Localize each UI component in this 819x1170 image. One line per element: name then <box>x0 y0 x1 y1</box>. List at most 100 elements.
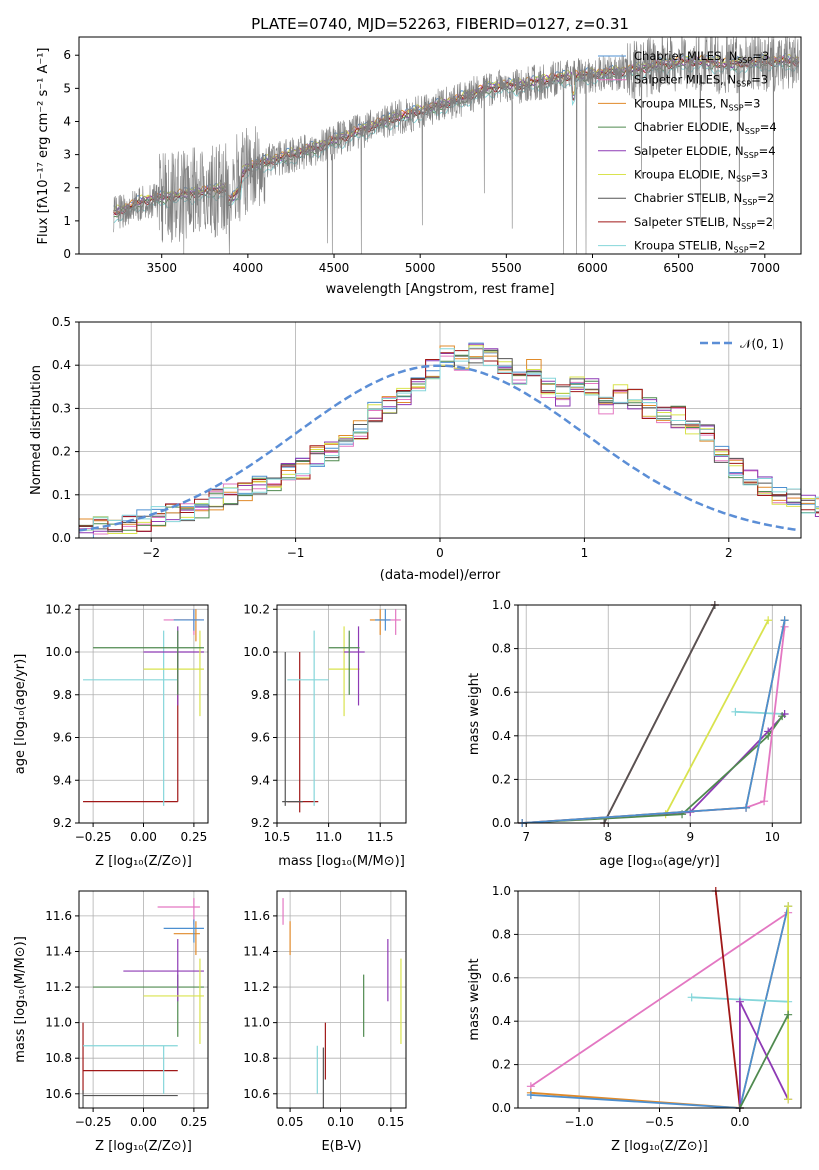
x-tick-label: 6000 <box>577 261 608 275</box>
y-tick-label: 10.8 <box>45 1051 72 1065</box>
data-spectrum-line <box>113 36 800 255</box>
weight-marker <box>784 1095 793 1104</box>
y-tick-label: 0.4 <box>492 1014 511 1028</box>
y-tick-label: 5 <box>63 81 71 95</box>
y-axis-label: mass weight <box>467 673 482 755</box>
histogram-legend-label: 𝒩(0, 1) <box>740 337 784 351</box>
histogram-y-ticks: 0.0 0.1 0.2 0.3 0.4 0.5 <box>52 315 79 545</box>
weight-line <box>739 1014 789 1109</box>
y-tick-label: 0.2 <box>492 772 511 786</box>
y-tick-label: 0 <box>63 247 71 261</box>
x-tick-label: 10.5 <box>264 830 291 844</box>
y-tick-label: 6 <box>63 48 71 62</box>
x-axis-label: Z [log₁₀(Z/Z⊙)] <box>95 854 192 869</box>
y-tick-label: 10.2 <box>45 602 72 616</box>
legend-label: Kroupa STELIB, NSSP=2 <box>634 239 765 255</box>
plot-area <box>277 891 406 1108</box>
y-axis-label: age [log₁₀(age/yr)] <box>13 654 28 775</box>
x-tick-label: 5500 <box>491 261 522 275</box>
y-tick-label: 0.5 <box>52 315 71 329</box>
weight-marker <box>778 712 787 721</box>
x-tick-label: 11.5 <box>367 830 394 844</box>
spectrum-ylabel: Flux [fλ10⁻¹⁷ erg cm⁻² s⁻¹ A⁻¹] <box>36 48 51 245</box>
y-tick-label: 11.2 <box>45 980 72 994</box>
weight-line <box>664 619 769 815</box>
plot-content <box>82 898 204 1108</box>
x-axis-label: Z [log₁₀(Z/Z⊙)] <box>95 1139 192 1154</box>
y-tick-label: 1 <box>63 214 71 228</box>
weight-marker <box>742 803 751 812</box>
x-tick-label: −2 <box>142 546 160 560</box>
panel-mass-vs-ebv: 0.05 0.10 0.15 10.6 10.8 11.0 11.2 11.4 11.6 E(B-… <box>243 890 407 1154</box>
x-tick-label: 0.05 <box>277 1115 304 1129</box>
weight-marker <box>784 1010 793 1019</box>
spectrum-y-ticks: 0 1 2 3 4 5 6 <box>63 48 79 261</box>
plot-frame <box>517 604 802 824</box>
x-tick-label: 4000 <box>233 261 264 275</box>
weight-marker <box>764 731 773 740</box>
x-tick-label: 1 <box>581 546 589 560</box>
weight-line <box>603 604 716 824</box>
x-tick-label: 4500 <box>319 261 350 275</box>
plot-content <box>83 609 204 806</box>
y-tick-label: 10.6 <box>243 1087 270 1101</box>
panel-weight-vs-age: 7 8 9 10 0.0 0.2 0.4 0.6 0.8 1.0 age [log₁₀(age/yr… <box>467 598 802 869</box>
histogram-xlabel: (data-model)/error <box>380 568 501 583</box>
figure-title: PLATE=0740, MJD=52263, FIBERID=0127, z=0… <box>251 15 629 33</box>
x-tick-label: 0.00 <box>130 830 157 844</box>
x-tick-label: 5000 <box>405 261 436 275</box>
x-tick-label: 2 <box>725 546 733 560</box>
weight-line <box>522 715 783 824</box>
legend-label: Chabrier STELIB, NSSP=2 <box>634 191 774 207</box>
y-tick-label: 11.2 <box>243 980 270 994</box>
plot-frame <box>276 890 407 1109</box>
legend-label: Salpeter STELIB, NSSP=2 <box>634 215 773 231</box>
y-axis-label: mass [log₁₀(M/M⊙)] <box>13 936 28 1063</box>
spectrum-legend: Chabrier MILES, NSSP=3 Salpeter MILES, NS… <box>598 49 777 255</box>
y-tick-label: 11.6 <box>45 909 72 923</box>
x-tick-label: 0.00 <box>130 1115 157 1129</box>
x-tick-label: −1 <box>287 546 305 560</box>
legend-label: Chabrier ELODIE, NSSP=4 <box>634 120 777 136</box>
plot-area <box>277 605 406 823</box>
x-axis-label: mass [log₁₀(M/M⊙)] <box>278 854 405 869</box>
panel-age-vs-Z: −0.25 0.00 0.25 9.2 9.4 9.6 9.8 10.0 10.2 Z [log₁… <box>13 602 209 869</box>
y-tick-label: 0.4 <box>52 358 71 372</box>
legend-label: Chabrier MILES, NSSP=3 <box>634 49 769 65</box>
y-tick-label: 11.4 <box>45 944 72 958</box>
y-tick-label: 0.0 <box>492 816 511 830</box>
x-axis-label: age [log₁₀(age/yr)] <box>599 854 720 869</box>
histogram-ylabel: Normed distribution <box>29 365 44 495</box>
y-tick-label: 0.2 <box>52 445 71 459</box>
y-tick-label: 9.6 <box>251 731 270 745</box>
x-tick-label: 3500 <box>146 261 177 275</box>
x-tick-label: 6500 <box>663 261 694 275</box>
x-axis-label: Z [log₁₀(Z/Z⊙)] <box>611 1139 708 1154</box>
y-tick-label: 0.8 <box>492 642 511 656</box>
y-tick-label: 9.2 <box>251 816 270 830</box>
x-tick-label: 9 <box>686 830 694 844</box>
y-tick-label: 2 <box>63 181 71 195</box>
spectrum-x-ticks: 3500 4000 4500 5000 5500 6000 6500 7000 <box>146 254 780 275</box>
panel-weight-vs-Z: −1.0 −0.5 0.0 0.0 0.2 0.4 0.6 0.8 1.0 Z [log₁₀(Z/… <box>467 884 802 1154</box>
gaussian-curve <box>78 364 799 532</box>
x-tick-label: 0.25 <box>181 830 208 844</box>
y-tick-label: 10.6 <box>45 1087 72 1101</box>
y-tick-label: 0.2 <box>492 1058 511 1072</box>
y-tick-label: 10.8 <box>243 1051 270 1065</box>
legend-label: Kroupa ELODIE, NSSP=3 <box>634 168 768 184</box>
x-tick-label: 11.0 <box>315 830 342 844</box>
weight-marker <box>526 1090 535 1099</box>
y-tick-label: 1.0 <box>492 884 511 898</box>
weight-line <box>735 710 785 715</box>
x-tick-label: 10 <box>765 830 780 844</box>
y-tick-label: 0.3 <box>52 401 71 415</box>
weight-line <box>714 890 741 1109</box>
y-tick-label: 10.0 <box>45 645 72 659</box>
y-tick-label: 11.6 <box>243 909 270 923</box>
x-tick-label: −0.25 <box>75 1115 112 1129</box>
weight-marker <box>687 993 696 1002</box>
plot-content <box>282 609 401 813</box>
y-tick-label: 11.0 <box>45 1016 72 1030</box>
